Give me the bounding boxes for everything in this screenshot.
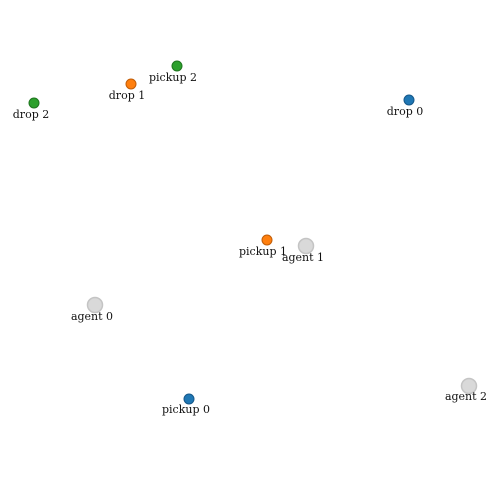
agent-1: agent 1 — [282, 237, 324, 264]
pickup-1-label: pickup 1 — [239, 245, 287, 258]
drop-0-label: drop 0 — [387, 105, 423, 118]
drop-1-label: drop 1 — [109, 89, 145, 102]
pickup-2-label: pickup 2 — [149, 71, 197, 84]
agent-1-marker — [297, 237, 315, 255]
pickup-0-label: pickup 0 — [162, 403, 210, 416]
pickup-0: pickup 0 — [162, 393, 210, 416]
agent-0: agent 0 — [71, 296, 113, 323]
pickup-2-marker — [171, 60, 183, 72]
agent-0-label: agent 0 — [71, 310, 113, 323]
drop-2-label: drop 2 — [13, 108, 49, 121]
agent-2-marker — [460, 377, 478, 395]
agent-2: agent 2 — [445, 377, 487, 403]
agent-2-label: agent 2 — [445, 390, 487, 403]
pickup-1-marker — [261, 234, 273, 246]
agent-1-label: agent 1 — [282, 251, 324, 264]
drop-0-marker — [403, 94, 415, 106]
agent-0-marker — [86, 296, 104, 314]
pickup-0-marker — [183, 393, 195, 405]
drop-0: drop 0 — [387, 94, 423, 118]
drop-2-marker — [28, 97, 40, 109]
pickup-1: pickup 1 — [239, 234, 287, 258]
drop-1-marker — [125, 78, 137, 90]
drop-1: drop 1 — [109, 78, 145, 102]
drop-2: drop 2 — [13, 97, 49, 121]
pickup-2: pickup 2 — [149, 60, 197, 84]
